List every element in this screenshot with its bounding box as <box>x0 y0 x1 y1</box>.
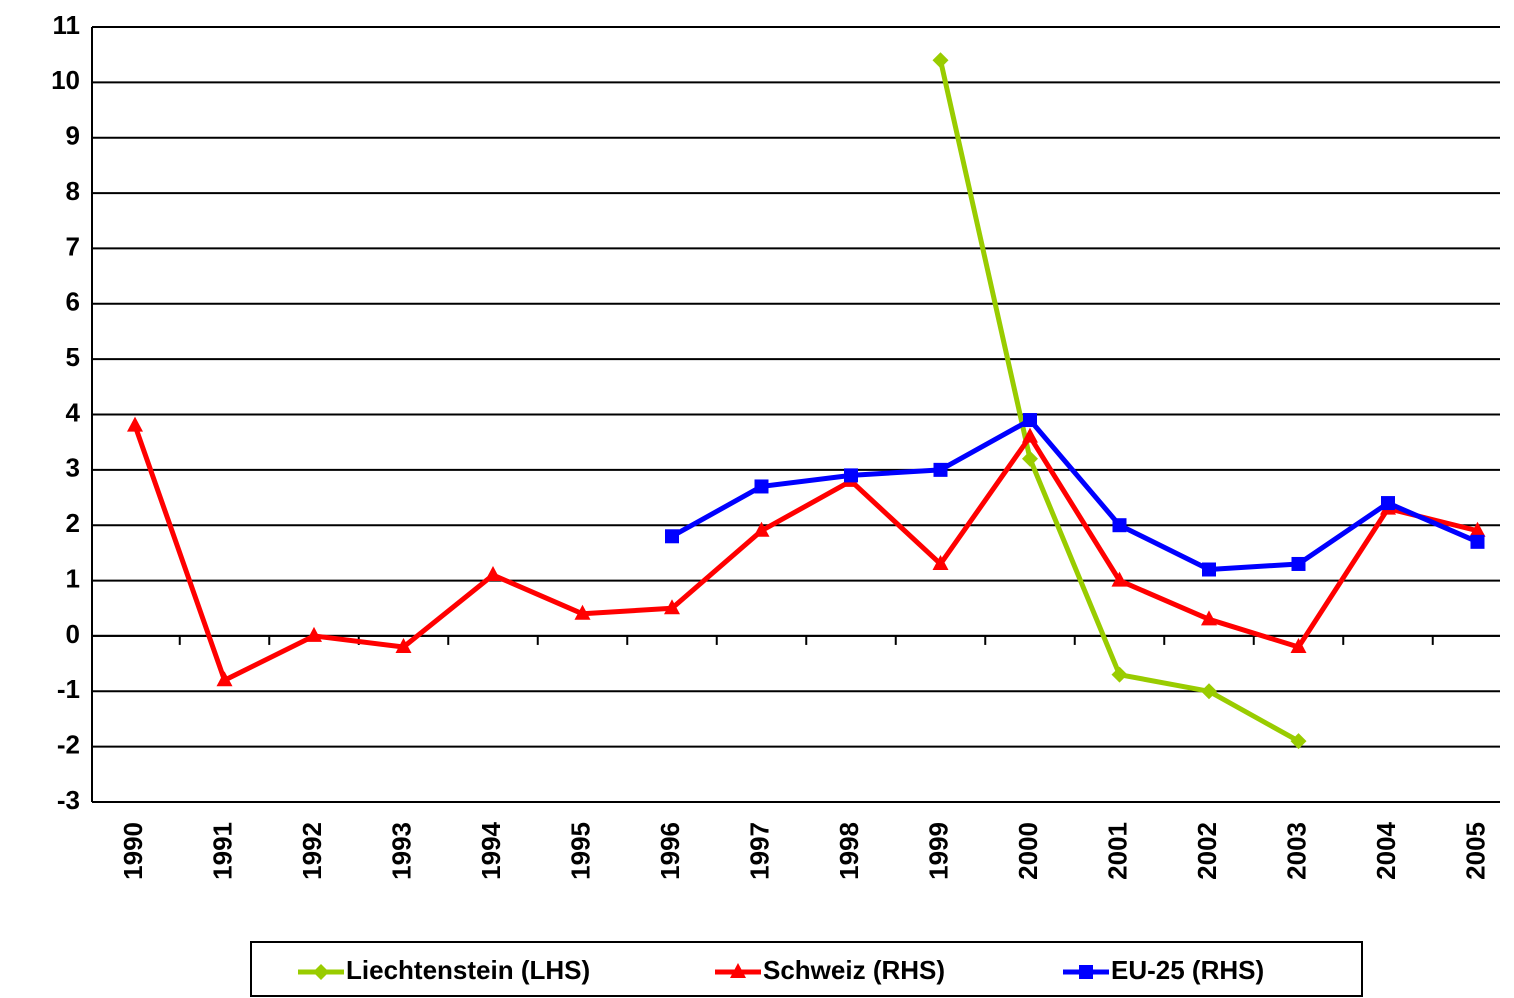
marker <box>306 626 322 642</box>
x-tick-label: 2003 <box>1281 822 1311 880</box>
marker <box>1111 666 1128 683</box>
y-tick-label: -1 <box>57 674 80 704</box>
series-line <box>938 59 1300 744</box>
x-tick-label: 1992 <box>297 822 327 880</box>
marker <box>1201 683 1217 700</box>
y-tick-label: 9 <box>66 121 80 151</box>
marker <box>485 566 501 582</box>
marker <box>1022 427 1038 443</box>
marker <box>1112 518 1127 533</box>
marker <box>313 964 329 980</box>
marker <box>1023 413 1037 428</box>
y-tick-label: -3 <box>57 785 80 815</box>
series-line <box>670 417 1479 572</box>
marker <box>1022 450 1038 467</box>
x-tick-label: 1996 <box>655 822 685 880</box>
marker <box>395 638 412 653</box>
y-tick-label: 10 <box>51 65 80 95</box>
marker <box>753 521 770 537</box>
marker <box>216 671 233 687</box>
y-tick-label: 7 <box>66 231 80 261</box>
x-tick-label: 1994 <box>476 821 506 879</box>
marker <box>665 529 679 544</box>
marker <box>1291 556 1306 571</box>
marker <box>1381 496 1395 511</box>
y-tick-label: 1 <box>66 563 80 593</box>
marker <box>1111 571 1128 587</box>
marker <box>932 52 949 69</box>
y-tick-label: 11 <box>53 10 81 40</box>
x-tick-label: 2002 <box>1192 822 1222 880</box>
marker <box>1469 521 1486 537</box>
marker <box>1290 638 1307 653</box>
x-tick-label: 1993 <box>386 822 416 880</box>
y-tick-label: 6 <box>66 287 80 317</box>
series-line <box>132 424 1479 683</box>
marker <box>1470 534 1485 549</box>
y-tick-label: 8 <box>66 176 80 206</box>
marker <box>1079 965 1093 979</box>
marker <box>844 468 858 483</box>
marker <box>730 963 746 978</box>
marker <box>754 479 769 494</box>
legend-box <box>250 941 1363 997</box>
x-tick-label: 2000 <box>1013 822 1043 880</box>
marker <box>574 604 591 620</box>
x-tick-label: 1999 <box>923 822 953 880</box>
marker <box>664 599 680 615</box>
y-tick-label: -2 <box>57 730 80 760</box>
x-tick-label: 1991 <box>207 822 237 880</box>
x-tick-label: 2005 <box>1460 822 1490 880</box>
legend-item: EU-25 (RHS) <box>1063 955 1264 985</box>
x-tick-label: 2001 <box>1102 822 1132 880</box>
legend-label: Liechtenstein (LHS) <box>346 955 590 985</box>
y-tick-label: 5 <box>66 342 80 372</box>
x-tick-label: 1990 <box>118 822 148 880</box>
x-tick-label: 1995 <box>565 822 595 880</box>
legend-label: EU-25 (RHS) <box>1111 955 1264 985</box>
marker <box>1202 562 1216 577</box>
y-tick-label: 3 <box>66 453 80 483</box>
marker <box>1201 610 1217 626</box>
marker <box>127 416 143 432</box>
marker <box>1290 733 1307 750</box>
x-tick-label: 1997 <box>744 822 774 880</box>
x-tick-label: 2004 <box>1371 821 1401 879</box>
legend-label: Schweiz (RHS) <box>763 955 945 985</box>
y-tick-label: 2 <box>66 508 80 538</box>
y-tick-label: 0 <box>66 619 80 649</box>
marker <box>933 462 948 477</box>
legend-item: Schweiz (RHS) <box>715 955 945 985</box>
legend-item: Liechtenstein (LHS) <box>298 955 590 985</box>
x-tick-label: 1998 <box>834 822 864 880</box>
marker <box>932 554 949 570</box>
y-tick-label: 4 <box>66 397 81 427</box>
